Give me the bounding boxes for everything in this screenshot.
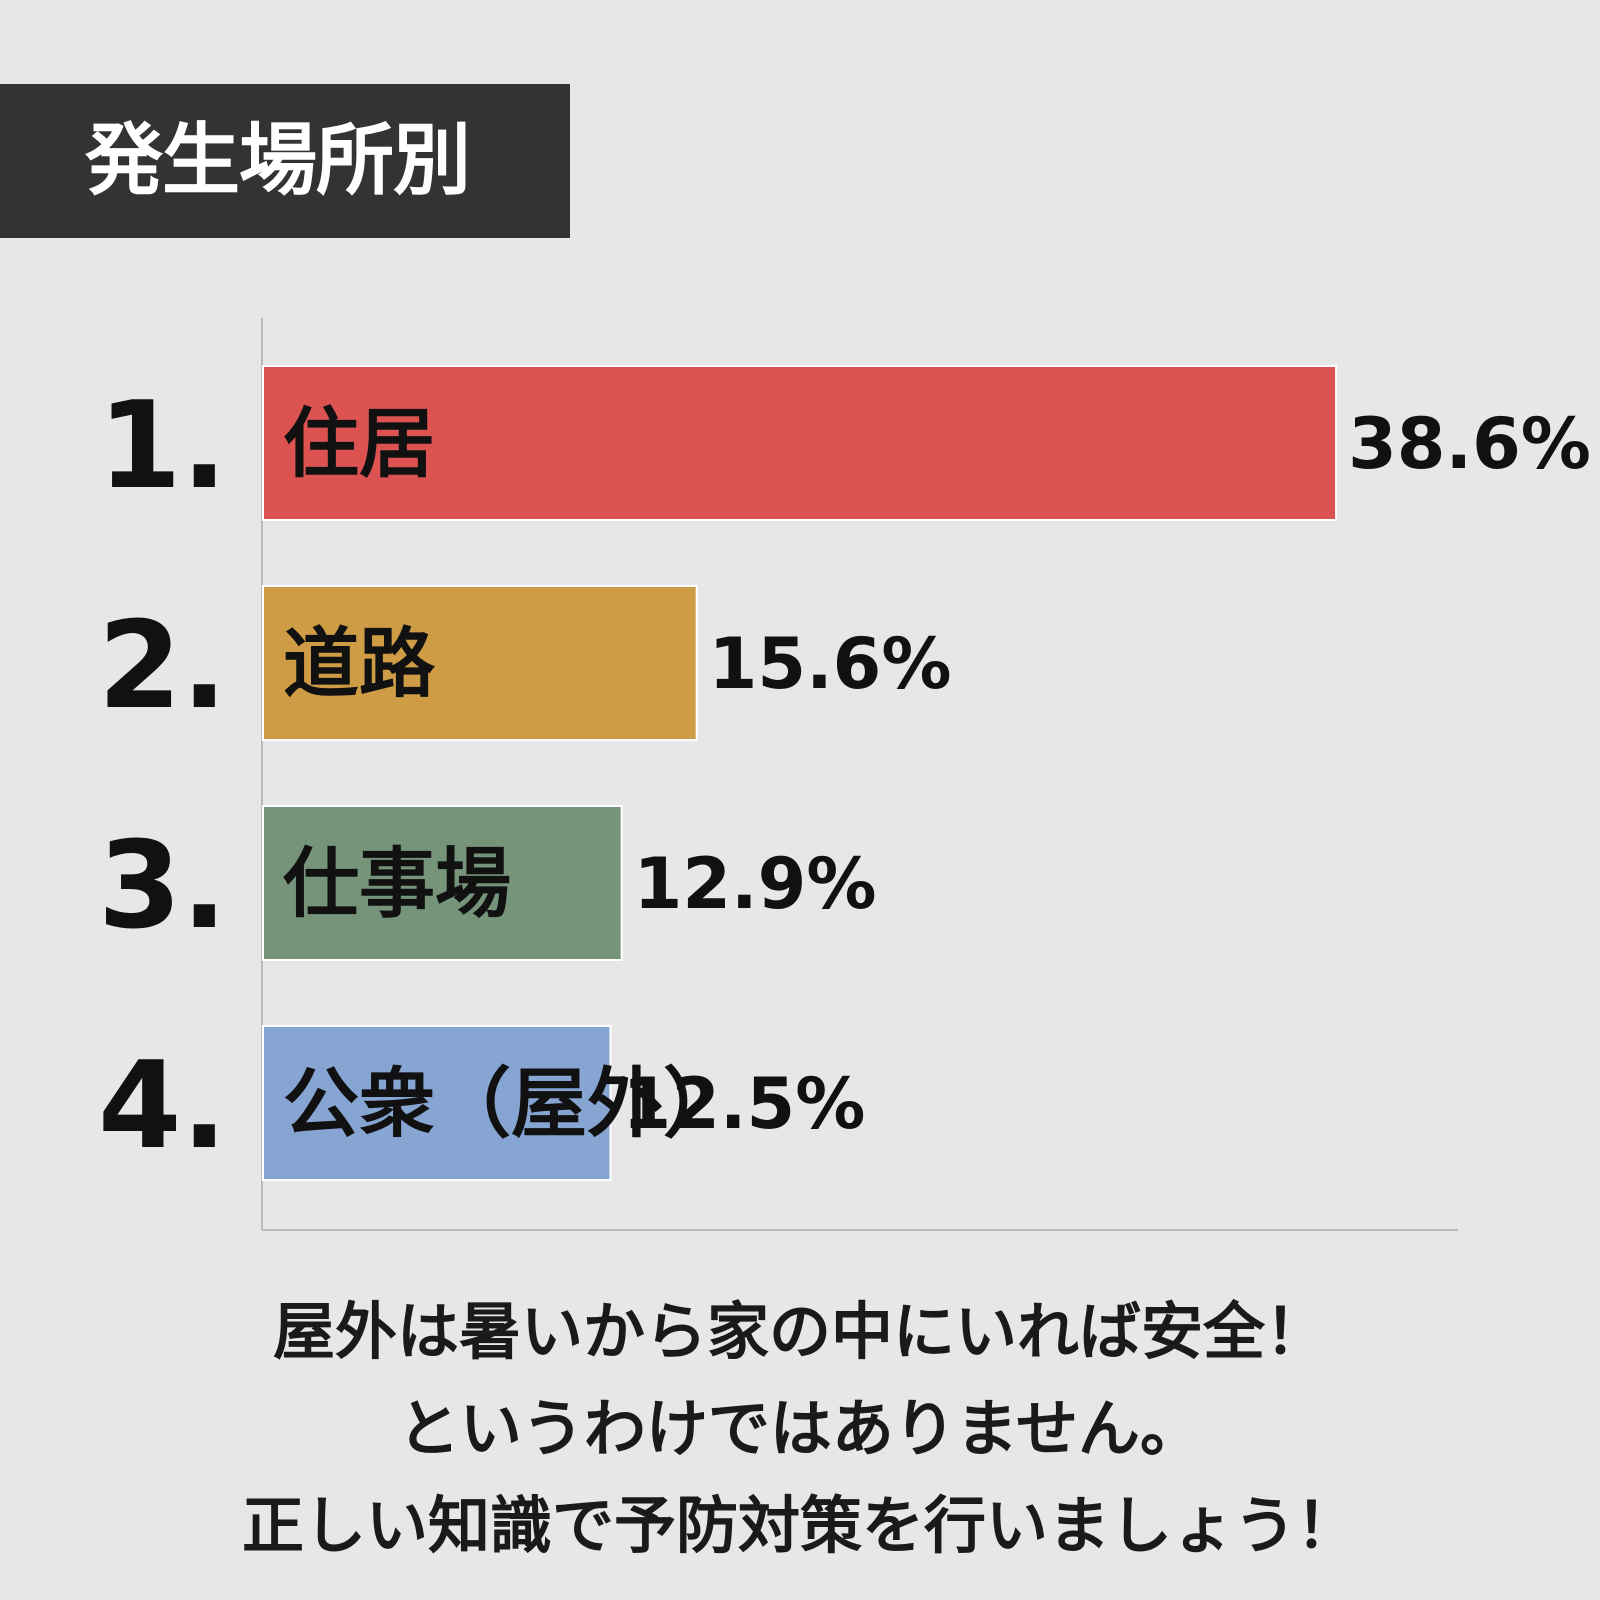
bar-3 bbox=[262, 805, 623, 961]
rank-label-4: 4. bbox=[98, 1037, 227, 1176]
category-label-2: 道路 bbox=[283, 619, 436, 708]
value-label-3: 12.9% bbox=[634, 843, 877, 925]
category-label-4: 公衆（屋外） bbox=[283, 1059, 739, 1148]
value-label-4: 12.5% bbox=[623, 1063, 866, 1145]
category-label-1: 住居 bbox=[283, 399, 435, 488]
bar-1 bbox=[262, 365, 1338, 521]
chart-title: 発生場所別 bbox=[0, 84, 570, 238]
bar-2 bbox=[262, 585, 698, 741]
footer-line-3: 正しい知識で予防対策を行いましょう！ bbox=[241, 1489, 1358, 1562]
value-label-1: 38.6% bbox=[1348, 403, 1591, 485]
rank-label-3: 3. bbox=[98, 817, 227, 956]
footer-line-2: というわけではありません。 bbox=[397, 1392, 1203, 1465]
rank-label-2: 2. bbox=[98, 597, 227, 736]
value-label-2: 15.6% bbox=[709, 623, 952, 705]
category-label-3: 仕事場 bbox=[283, 839, 511, 928]
bar-chart: 1. 住居 38.6% 2. 道路 15.6% 3. 仕事場 12.9% 4. 公衆（屋外）12.5… bbox=[98, 318, 1591, 1231]
footer-line-1: 屋外は暑いから家の中にいれば安全！ bbox=[272, 1295, 1327, 1368]
rank-label-1: 1. bbox=[98, 377, 227, 516]
bar-4 bbox=[262, 1025, 612, 1181]
footer-message: 屋外は暑いから家の中にいれば安全！ というわけではありません。 正しい知識で予防… bbox=[0, 1283, 1600, 1574]
